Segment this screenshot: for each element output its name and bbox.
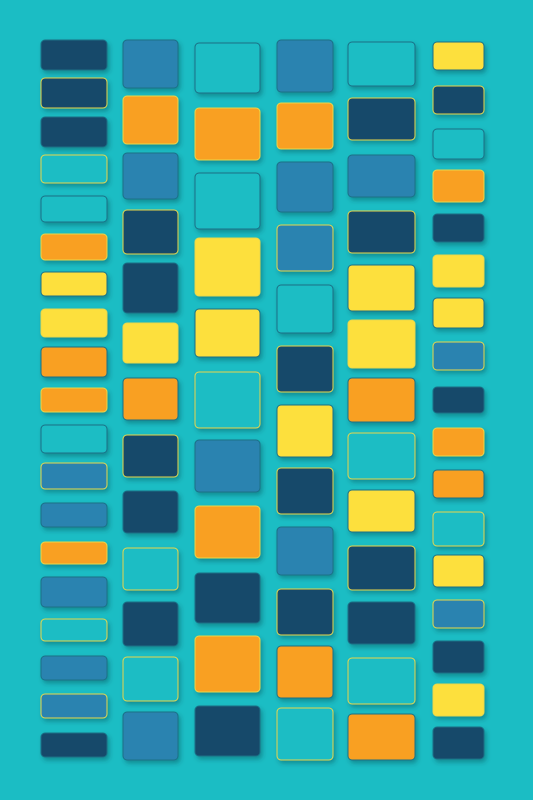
tile bbox=[40, 387, 108, 413]
tile bbox=[40, 346, 108, 378]
tile bbox=[347, 154, 416, 198]
tile bbox=[122, 547, 179, 591]
tile bbox=[194, 439, 261, 493]
tile bbox=[122, 39, 179, 89]
tile bbox=[194, 635, 261, 693]
tile bbox=[40, 424, 108, 454]
tile bbox=[432, 427, 485, 457]
tile bbox=[432, 85, 485, 115]
tile bbox=[432, 640, 485, 674]
tile bbox=[40, 195, 108, 223]
tile bbox=[432, 554, 485, 588]
tile bbox=[122, 95, 179, 145]
tile bbox=[276, 224, 334, 272]
tile bbox=[432, 726, 485, 760]
tile bbox=[40, 732, 108, 758]
tile bbox=[347, 210, 416, 254]
tile bbox=[347, 319, 416, 369]
tile bbox=[194, 505, 261, 559]
tile bbox=[122, 209, 179, 255]
tile bbox=[347, 489, 416, 533]
tile bbox=[194, 172, 261, 230]
tile bbox=[347, 97, 416, 141]
tile bbox=[347, 264, 416, 312]
tile bbox=[122, 434, 179, 478]
tile bbox=[40, 693, 108, 719]
tile bbox=[276, 404, 334, 458]
tile bbox=[122, 711, 179, 761]
tile bbox=[432, 683, 485, 717]
tile bbox=[276, 588, 334, 636]
tile bbox=[40, 154, 108, 184]
tile bbox=[432, 469, 485, 499]
tile bbox=[40, 233, 108, 261]
tile bbox=[432, 128, 485, 160]
tile bbox=[347, 657, 416, 705]
tile bbox=[276, 102, 334, 150]
tile bbox=[276, 284, 334, 334]
tile bbox=[122, 377, 179, 421]
tile bbox=[40, 618, 108, 642]
tile bbox=[432, 386, 485, 414]
tile bbox=[347, 601, 416, 645]
tile bbox=[122, 152, 179, 200]
tile bbox=[432, 169, 485, 203]
tile bbox=[194, 308, 261, 358]
tile bbox=[40, 271, 108, 297]
tile bbox=[347, 377, 416, 423]
tile bbox=[276, 467, 334, 515]
tile bbox=[40, 655, 108, 681]
tile bbox=[276, 707, 334, 761]
tile bbox=[276, 39, 334, 93]
tile bbox=[276, 161, 334, 213]
tile bbox=[40, 308, 108, 338]
tile bbox=[40, 502, 108, 528]
tile bbox=[194, 107, 261, 161]
tile bbox=[432, 511, 485, 547]
tile bbox=[194, 705, 261, 757]
tile bbox=[432, 213, 485, 243]
tile bbox=[276, 345, 334, 393]
tile bbox=[122, 601, 179, 647]
tile bbox=[40, 116, 108, 148]
tile bbox=[122, 490, 179, 534]
tile bbox=[347, 545, 416, 591]
tile bbox=[347, 713, 416, 761]
tile bbox=[432, 599, 485, 629]
tile bbox=[347, 41, 416, 87]
tile bbox=[40, 39, 108, 71]
tile bbox=[40, 541, 108, 565]
tile bbox=[122, 322, 179, 364]
tile bbox=[122, 262, 179, 314]
tile bbox=[40, 576, 108, 608]
tile bbox=[194, 237, 261, 297]
tile bbox=[432, 41, 485, 71]
tile bbox=[40, 77, 108, 109]
tile bbox=[432, 297, 485, 329]
tile bbox=[432, 254, 485, 288]
tile bbox=[194, 572, 261, 624]
tile bbox=[194, 371, 261, 429]
tile bbox=[40, 462, 108, 490]
tile bbox=[122, 656, 179, 702]
tile bbox=[432, 341, 485, 371]
tile bbox=[276, 645, 334, 699]
tile bbox=[194, 42, 261, 94]
tile bbox=[276, 526, 334, 576]
tile bbox=[347, 432, 416, 480]
